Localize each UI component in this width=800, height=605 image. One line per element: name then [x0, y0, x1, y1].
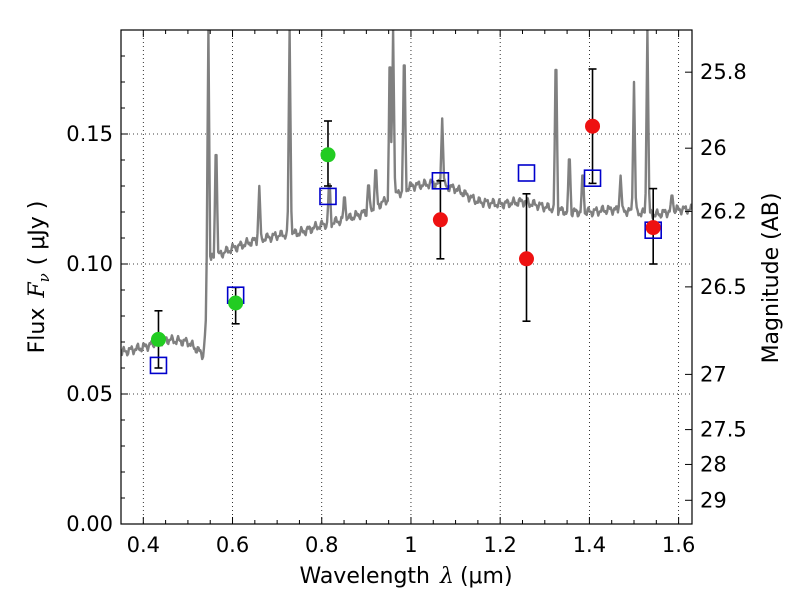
x-tick-label: 0.6 — [216, 533, 249, 557]
y2-tick-label: 27 — [700, 362, 727, 386]
observed-point-red — [645, 220, 661, 236]
y-tick-label: 0.05 — [66, 382, 113, 406]
y-tick-label: 0.15 — [66, 122, 113, 146]
observed-point-red — [585, 118, 601, 134]
observed-point-red — [518, 251, 534, 267]
y2-tick-label: 27.5 — [700, 418, 747, 442]
y2-axis-label: Magnitude (AB) — [759, 193, 784, 364]
observed-point-green — [150, 331, 166, 347]
tick-layer: 0.4 0.6 0.8 1 1.2 1.4 1.6 0.00 0.05 0.10 0.15 25.8 2… — [66, 30, 747, 557]
x-tick-label: 1.6 — [662, 533, 695, 557]
model-photometry-square — [583, 169, 602, 187]
x-tick-label: 1.4 — [573, 533, 606, 557]
y-tick-label: 0.00 — [66, 512, 113, 536]
model-photometry-square — [517, 164, 536, 182]
marker-layer — [149, 118, 662, 375]
x-tick-label: 1.2 — [483, 533, 516, 557]
y2-tick-label: 25.8 — [700, 60, 747, 84]
model-photometry-square — [431, 172, 450, 190]
y-axis-label: FluxFν( μJy ) — [25, 201, 53, 354]
observed-point-green — [320, 147, 336, 163]
y2-tick-label: 26.2 — [700, 199, 747, 223]
x-tick-label: 0.8 — [305, 533, 338, 557]
y-tick-label: 0.10 — [66, 252, 113, 276]
y2-tick-label: 28 — [700, 452, 727, 476]
x-axis-label: Wavelength λ (μm) — [299, 564, 512, 589]
observed-point-green — [228, 295, 244, 311]
observed-point-red — [432, 212, 448, 228]
x-tick-label: 1 — [404, 533, 417, 557]
spectrum-layer — [121, 30, 692, 361]
y2-tick-label: 26 — [700, 136, 727, 160]
model-photometry-square — [319, 187, 337, 206]
spectrum-line — [121, 30, 692, 361]
x-tick-label: 0.4 — [127, 533, 160, 557]
plot-frame — [120, 29, 693, 525]
model-photometry-square — [149, 356, 168, 375]
y2-tick-label: 29 — [700, 488, 727, 512]
y2-tick-label: 26.5 — [700, 275, 747, 299]
